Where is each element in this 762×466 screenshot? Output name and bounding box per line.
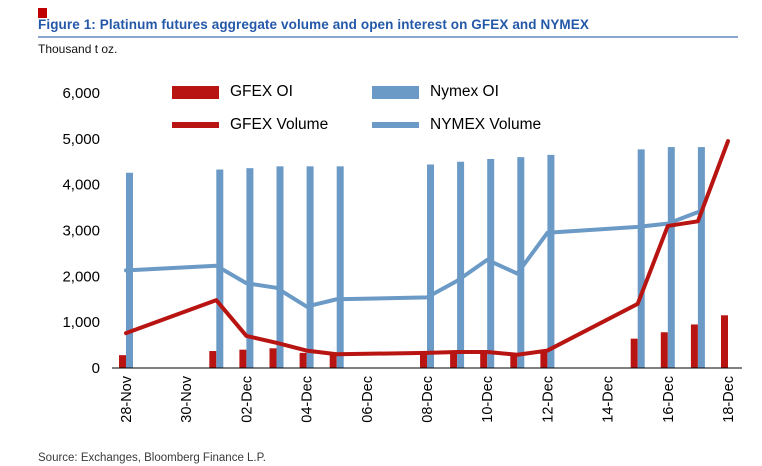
y-tick-label: 4,000 [62,177,100,194]
legend-label-gfex-oi: GFEX OI [230,83,293,100]
line-nymex-volume [124,210,700,309]
legend-swatch-gfex-volume [172,122,219,128]
title-underline-rule [38,36,738,38]
bar [690,324,698,368]
x-tick-label: 14-Dec [601,376,617,423]
legend-swatch-nymex-volume [372,122,419,128]
legend-label-gfex-volume: GFEX Volume [230,116,329,133]
legend-item-nymex-oi: Nymex OI [372,83,499,100]
x-tick-label: 16-Dec [661,376,677,423]
bars-gfex-oi [119,315,728,368]
bar [637,149,645,368]
bar [547,154,555,368]
legend-item-gfex-volume: GFEX Volume [172,116,329,133]
bar [239,349,247,368]
bar [630,338,638,368]
red-accent-square [38,8,47,18]
bar [427,164,434,368]
bar [336,166,344,368]
legend-label-nymex-volume: NYMEX Volume [430,116,542,133]
bar [667,147,675,368]
bars-nymex-oi [126,147,705,368]
bar [480,350,488,368]
x-tick-label: 08-Dec [420,376,436,423]
bar [276,166,284,368]
bar [269,348,277,368]
bar [721,315,728,368]
x-tick-label: 02-Dec [239,376,255,423]
y-tick-label: 1,000 [62,314,100,331]
bar [660,332,668,368]
x-tick-label: 18-Dec [721,376,737,423]
x-tick-label: 04-Dec [300,376,316,423]
bar [517,157,525,368]
bar [119,355,126,368]
bar [329,354,337,368]
y-tick-label: 0 [92,360,100,377]
y-tick-label: 6,000 [62,85,100,102]
bar [299,352,307,368]
x-tick-label: 12-Dec [540,376,556,423]
legend-item-gfex-oi: GFEX OI [172,83,293,100]
figure-title: Figure 1: Platinum futures aggregate vol… [38,17,589,32]
x-tick-label: 28-Nov [119,375,135,422]
x-tick-label: 10-Dec [480,376,496,423]
y-axis-unit-label: Thousand t oz. [38,42,118,56]
chart-legend: GFEX OI Nymex OI GFEX Volume NYMEX Volum… [0,0,762,160]
bar [450,350,458,368]
y-tick-label: 3,000 [62,223,100,240]
y-tick-label: 5,000 [62,131,100,148]
x-tick-label: 06-Dec [360,376,376,423]
legend-swatch-gfex-oi [172,85,219,99]
bar [306,166,314,368]
bar [246,168,254,368]
bar [697,147,705,368]
x-tick-label: 30-Nov [179,375,195,422]
y-tick-label: 2,000 [62,268,100,285]
bar [209,351,217,368]
bar [457,161,465,368]
bar [510,354,518,368]
legend-label-nymex-oi: Nymex OI [430,83,499,100]
bar [540,350,548,368]
line-gfex-volume [124,139,730,357]
bar [420,351,427,368]
legend-swatch-nymex-oi [372,85,419,99]
legend-item-nymex-volume: NYMEX Volume [372,116,542,133]
source-note: Source: Exchanges, Bloomberg Finance L.P… [38,452,267,464]
